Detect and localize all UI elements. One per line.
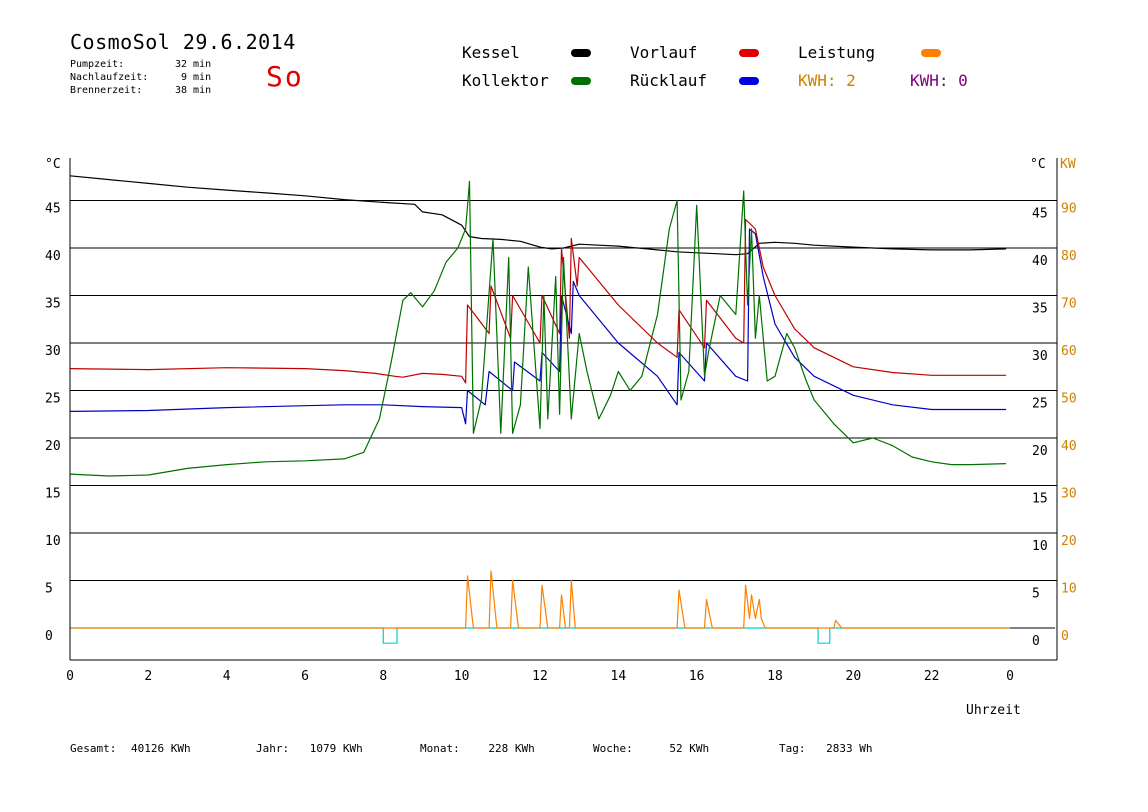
y-tick-label-left: 40 bbox=[45, 249, 61, 264]
footer-monat: Monat: 228 KWh bbox=[420, 742, 535, 755]
y-tick-label-right: 40 bbox=[1032, 254, 1048, 269]
x-tick-label: 12 bbox=[532, 669, 548, 684]
y-tick-label-left: 25 bbox=[45, 392, 61, 407]
info-label: Pumpzeit: bbox=[70, 59, 125, 70]
x-tick-label: 2 bbox=[144, 669, 152, 684]
series-line-leistung bbox=[70, 570, 1010, 629]
footer-jahr: Jahr: 1079 KWh bbox=[256, 742, 363, 755]
y-tick-label-left: 20 bbox=[45, 439, 61, 454]
kw-tick-label: 90 bbox=[1061, 202, 1077, 217]
info-value: 38 min bbox=[175, 85, 212, 96]
info-brennerzeit: Brennerzeit: 38 min bbox=[70, 84, 220, 97]
footer-label: Tag: bbox=[779, 742, 806, 755]
y-tick-label-right: 25 bbox=[1032, 397, 1048, 412]
legend-kwh-1: KWH: 2 bbox=[798, 71, 856, 90]
y-unit-right: °C bbox=[1030, 157, 1046, 172]
kw-tick-label: 20 bbox=[1061, 534, 1077, 549]
legend-vorlauf-swatch bbox=[739, 49, 759, 57]
info-nachlaufzeit: Nachlaufzeit: 9 min bbox=[70, 71, 220, 84]
footer-value: 228 KWh bbox=[488, 742, 535, 755]
footer-value: 52 KWh bbox=[669, 742, 710, 755]
y-unit-left: °C bbox=[45, 157, 61, 172]
x-axis-label: Uhrzeit bbox=[966, 703, 1021, 718]
x-tick-label: 14 bbox=[611, 669, 627, 684]
x-tick-label: 4 bbox=[223, 669, 231, 684]
kw-tick-label: 60 bbox=[1061, 344, 1077, 359]
kw-tick-label: 70 bbox=[1061, 297, 1077, 312]
info-value: 32 min bbox=[175, 59, 212, 70]
legend-leistung-label: Leistung bbox=[798, 43, 876, 62]
y-tick-label-right: 20 bbox=[1032, 444, 1048, 459]
x-tick-label: 10 bbox=[454, 669, 470, 684]
series-line-kessel bbox=[69, 175, 1007, 256]
x-tick-label: 8 bbox=[379, 669, 387, 684]
series-line-kollektor bbox=[69, 180, 1007, 477]
legend-kwh-2: KWH: 0 bbox=[910, 71, 968, 90]
info-label: Nachlaufzeit: bbox=[70, 72, 149, 83]
info-value: 9 min bbox=[181, 72, 212, 83]
x-tick-label: 16 bbox=[689, 669, 705, 684]
y-tick-label-left: 15 bbox=[45, 487, 61, 502]
legend-ruecklauf-label: Rücklauf bbox=[630, 71, 708, 90]
series-group bbox=[69, 175, 1010, 644]
kw-tick-label: 80 bbox=[1061, 249, 1077, 264]
footer-label: Monat: bbox=[420, 742, 460, 755]
y-tick-label-right: 30 bbox=[1032, 349, 1048, 364]
x-tick-label: 6 bbox=[301, 669, 309, 684]
footer-label: Jahr: bbox=[256, 742, 290, 755]
x-tick-label: 18 bbox=[767, 669, 783, 684]
legend-kollektor-swatch bbox=[571, 77, 591, 85]
legend-leistung-swatch bbox=[921, 49, 941, 57]
footer-tag: Tag: 2833 Wh bbox=[779, 742, 872, 755]
y-tick-label-left: 45 bbox=[45, 202, 61, 217]
legend-vorlauf-label: Vorlauf bbox=[630, 43, 698, 62]
kw-tick-label: 50 bbox=[1061, 392, 1077, 407]
footer-woche: Woche: 52 KWh bbox=[593, 742, 709, 755]
kw-tick-label: 0 bbox=[1061, 629, 1069, 644]
kw-unit-label: KW bbox=[1060, 157, 1076, 172]
footer-gesamt: Gesamt: 40126 KWh bbox=[70, 742, 191, 755]
series-line-vorlauf bbox=[69, 218, 1007, 384]
info-pumpzeit: Pumpzeit: 32 min bbox=[70, 58, 220, 71]
footer-label: Gesamt: bbox=[70, 742, 117, 755]
y-tick-label-left: 30 bbox=[45, 344, 61, 359]
footer-value: 40126 KWh bbox=[130, 742, 191, 755]
footer-value: 1079 KWh bbox=[309, 742, 363, 755]
legend-kollektor-label: Kollektor bbox=[462, 71, 549, 90]
kw-tick-label: 10 bbox=[1061, 582, 1077, 597]
x-tick-label: 20 bbox=[846, 669, 862, 684]
y-tick-label-right: 15 bbox=[1032, 492, 1048, 507]
footer-value: 2833 Wh bbox=[826, 742, 873, 755]
kw-tick-label: 30 bbox=[1061, 487, 1077, 502]
y-tick-label-right: 35 bbox=[1032, 302, 1048, 317]
legend-kessel-swatch bbox=[571, 49, 591, 57]
y-tick-label-left: 0 bbox=[45, 629, 53, 644]
info-block: Pumpzeit: 32 min Nachlaufzeit: 9 min Bre… bbox=[70, 58, 220, 97]
y-tick-label-right: 5 bbox=[1032, 587, 1040, 602]
y-tick-label-left: 5 bbox=[45, 582, 53, 597]
y-tick-label-right: 10 bbox=[1032, 539, 1048, 554]
legend-ruecklauf-swatch bbox=[739, 77, 759, 85]
weekday-label: So bbox=[266, 60, 304, 93]
y-tick-label-right: 45 bbox=[1032, 207, 1048, 222]
y-tick-label-left: 35 bbox=[45, 297, 61, 312]
x-tick-label: 22 bbox=[924, 669, 940, 684]
kw-tick-label: 40 bbox=[1061, 439, 1077, 454]
y-tick-label-right: 0 bbox=[1032, 634, 1040, 649]
legend-kessel-label: Kessel bbox=[462, 43, 520, 62]
footer-label: Woche: bbox=[593, 742, 633, 755]
x-tick-label: 0 bbox=[66, 669, 74, 684]
chart-title: CosmoSol 29.6.2014 bbox=[70, 30, 296, 54]
y-tick-label-left: 10 bbox=[45, 534, 61, 549]
series-line-pump bbox=[70, 627, 1010, 644]
x-tick-label: 0 bbox=[1006, 669, 1014, 684]
info-label: Brennerzeit: bbox=[70, 85, 143, 96]
